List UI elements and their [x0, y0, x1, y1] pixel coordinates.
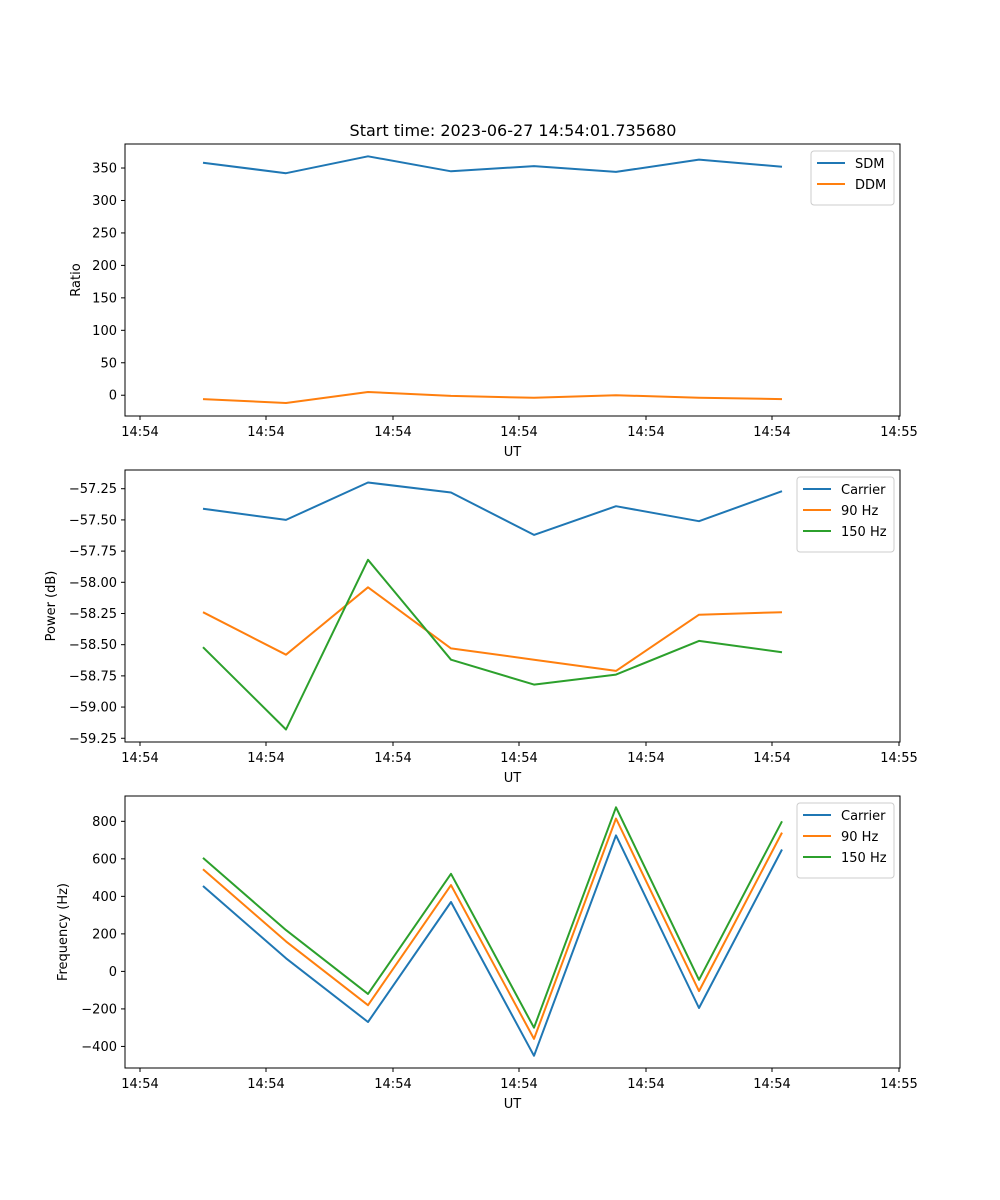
panel-1: 0 50 100 150 200 250 300 350 14:54 14:54 14:54 14:5…	[69, 143, 918, 460]
y-tick-label: −400	[81, 1040, 117, 1055]
legend-entry: 150 Hz	[841, 525, 887, 540]
y-axis-label: Ratio	[69, 263, 84, 296]
y-tick-label: 100	[92, 324, 117, 339]
x-tick-label: 14:54	[500, 751, 537, 766]
y-axis-label: Power (dB)	[44, 571, 59, 642]
series-line-150-hz	[202, 806, 783, 1029]
x-axis-label: UT	[504, 771, 522, 786]
x-tick-label: 14:54	[121, 751, 158, 766]
y-tick-label: 150	[92, 291, 117, 306]
x-tick-label: 14:54	[247, 751, 284, 766]
y-tick-label: −58.75	[69, 669, 117, 684]
y-tick-label: 300	[92, 194, 117, 209]
y-tick-label: 250	[92, 226, 117, 241]
x-tick-label: 14:55	[880, 751, 917, 766]
y-tick-label: −57.50	[69, 513, 117, 528]
legend-entry: Carrier	[841, 809, 886, 824]
y-tick-label: 0	[109, 965, 117, 980]
x-tick-label: 14:54	[500, 1077, 537, 1092]
x-tick-label: 14:54	[121, 1077, 158, 1092]
legend-entry: 90 Hz	[841, 830, 878, 845]
plot-frame	[124, 469, 901, 743]
y-tick-label: −57.75	[69, 545, 117, 560]
series-line-carrier	[202, 481, 783, 536]
y-axis-label: Frequency (Hz)	[56, 883, 71, 981]
y-tick-label: 200	[92, 259, 117, 274]
legend: SDM DDM	[810, 150, 895, 206]
y-tick-label: −58.25	[69, 607, 117, 622]
series-line-150-hz	[202, 558, 783, 731]
legend: Carrier 90 Hz 150 Hz	[796, 476, 895, 553]
y-tick-label: −58.00	[69, 576, 117, 591]
plot-frame	[124, 795, 901, 1069]
y-tick-label: 400	[92, 890, 117, 905]
y-tick-label: 600	[92, 852, 117, 867]
legend: Carrier 90 Hz 150 Hz	[796, 802, 895, 879]
y-tick-label: 800	[92, 815, 117, 830]
x-tick-label: 14:54	[627, 751, 664, 766]
series-line-90-hz	[202, 817, 783, 1040]
x-tick-label: 14:54	[500, 425, 537, 440]
x-tick-label: 14:54	[753, 751, 790, 766]
legend-box	[796, 802, 895, 879]
legend-entry: SDM	[855, 157, 884, 172]
y-tick-label: 200	[92, 927, 117, 942]
x-tick-label: 14:54	[121, 425, 158, 440]
y-tick-label: −57.25	[69, 482, 117, 497]
x-tick-label: 14:55	[880, 1077, 917, 1092]
legend-entry: 150 Hz	[841, 851, 887, 866]
legend-box	[810, 150, 895, 206]
x-tick-label: 14:55	[880, 425, 917, 440]
y-tick-label: −59.00	[69, 701, 117, 716]
x-tick-label: 14:54	[753, 425, 790, 440]
panel-2: −59.25 −59.00 −58.75 −58.50 −58.25 −58.00 −57.…	[44, 469, 918, 786]
legend-entry: Carrier	[841, 483, 886, 498]
x-tick-label: 14:54	[247, 425, 284, 440]
y-tick-label: 350	[92, 162, 117, 177]
x-axis-label: UT	[504, 1097, 522, 1112]
x-tick-label: 14:54	[374, 751, 411, 766]
x-tick-label: 14:54	[247, 1077, 284, 1092]
x-tick-label: 14:54	[374, 425, 411, 440]
series-line-90-hz	[202, 586, 783, 672]
series-line-carrier	[202, 834, 783, 1057]
x-axis-label: UT	[504, 445, 522, 460]
x-tick-label: 14:54	[374, 1077, 411, 1092]
series-line-ddm	[202, 391, 783, 404]
y-tick-label: −58.50	[69, 638, 117, 653]
legend-box	[796, 476, 895, 553]
series-line-sdm	[202, 155, 783, 175]
figure-title: Start time: 2023-06-27 14:54:01.735680	[350, 121, 677, 140]
plot-frame	[124, 143, 901, 417]
x-tick-label: 14:54	[753, 1077, 790, 1092]
legend-entry: 90 Hz	[841, 504, 878, 519]
panel-3: −400 −200 0 200 400 600 800 14:54 14:54 14:54 14:5…	[56, 795, 918, 1112]
legend-entry: DDM	[855, 178, 886, 193]
y-tick-label: −59.25	[69, 732, 117, 747]
y-tick-label: −200	[81, 1002, 117, 1017]
y-tick-label: 50	[100, 356, 117, 371]
x-tick-label: 14:54	[627, 425, 664, 440]
y-tick-label: 0	[109, 389, 117, 404]
x-tick-label: 14:54	[627, 1077, 664, 1092]
